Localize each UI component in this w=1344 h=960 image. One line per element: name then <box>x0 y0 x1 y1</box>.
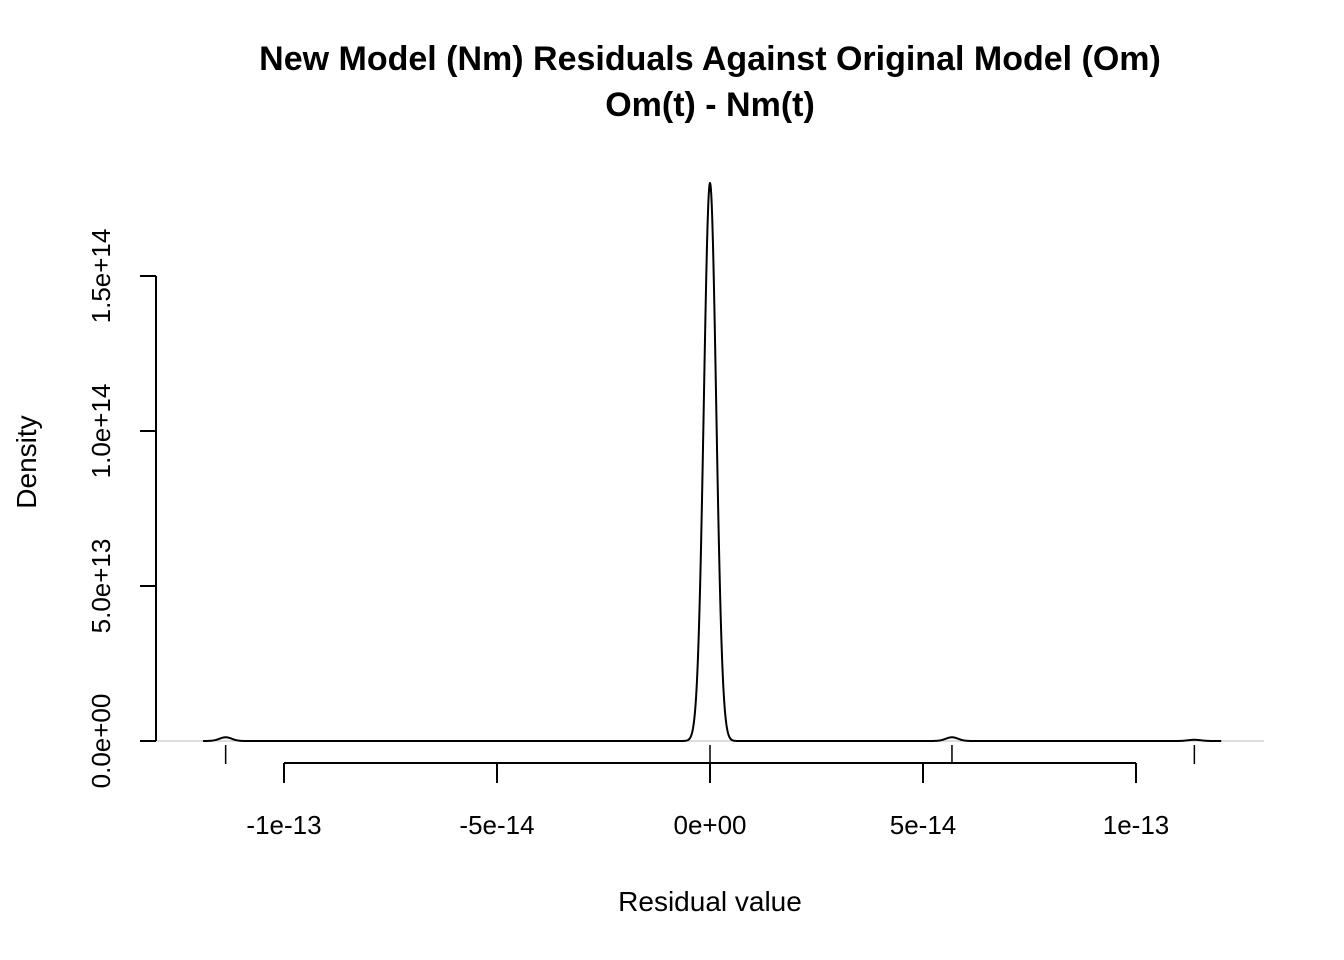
x-tick-label: -5e-14 <box>459 810 534 840</box>
x-axis-title: Residual value <box>618 886 802 917</box>
y-axis: 0.0e+00 5.0e+13 1.0e+14 1.5e+14 <box>86 229 157 789</box>
x-tick-label: 5e-14 <box>890 810 957 840</box>
x-tick-label: 1e-13 <box>1103 810 1170 840</box>
chart-subtitle: Om(t) - Nm(t) <box>605 86 815 124</box>
density-series <box>202 182 1222 742</box>
y-axis-title: Density <box>11 415 42 508</box>
y-tick-label: 1.5e+14 <box>86 229 116 324</box>
rug-marks <box>224 745 1196 764</box>
y-tick-label: 5.0e+13 <box>86 539 116 634</box>
density-line <box>202 182 1222 742</box>
x-tick-label: 0e+00 <box>673 810 746 840</box>
y-tick-label: 1.0e+14 <box>86 384 116 479</box>
x-axis: -1e-13 -5e-14 0e+00 5e-14 1e-13 <box>246 762 1170 840</box>
y-tick-label: 0.0e+00 <box>86 694 116 789</box>
chart-title: New Model (Nm) Residuals Against Origina… <box>259 40 1161 78</box>
x-tick-label: -1e-13 <box>246 810 321 840</box>
